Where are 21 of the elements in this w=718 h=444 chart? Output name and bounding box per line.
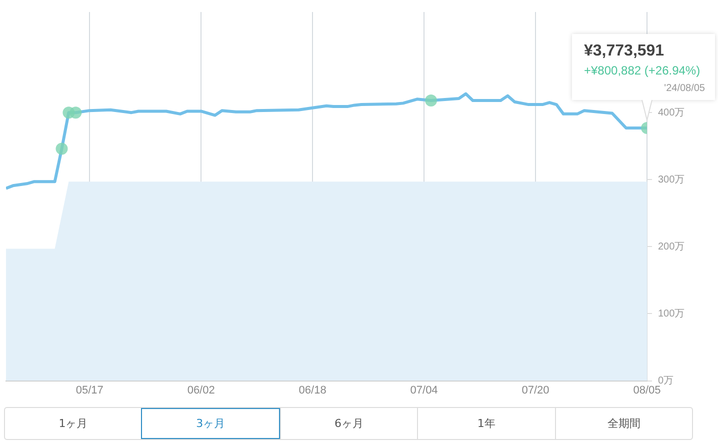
x-tick-label: 05/17 <box>76 384 104 396</box>
y-tick-label: 300万 <box>658 174 685 186</box>
y-tick-label: 200万 <box>658 241 685 252</box>
text: 1ヶ月 <box>58 416 89 432</box>
x-tick-label: 07/20 <box>522 384 550 396</box>
y-tick-label: 100万 <box>658 308 685 320</box>
text: 全期間 <box>554 408 692 439</box>
point <box>56 142 68 155</box>
x-tick-label: 06/02 <box>187 384 215 396</box>
text: 3ヶ月 <box>141 408 280 439</box>
text: 1年 <box>417 408 555 439</box>
x-tick-label: 08/05 <box>633 384 661 396</box>
point <box>70 106 82 119</box>
annotation: ¥3,773,591 <box>584 42 664 60</box>
annotation: +¥800,882 (+26.94%) <box>584 63 700 78</box>
y-tick-label: 400万 <box>658 107 685 118</box>
x-tick-label: 06/18 <box>298 384 326 396</box>
text: 6ヶ月 <box>280 408 418 439</box>
text: '24/08/05 <box>664 82 706 94</box>
x-tick-label: 07/04 <box>410 384 438 396</box>
y-tick-label: 0万 <box>658 376 674 387</box>
